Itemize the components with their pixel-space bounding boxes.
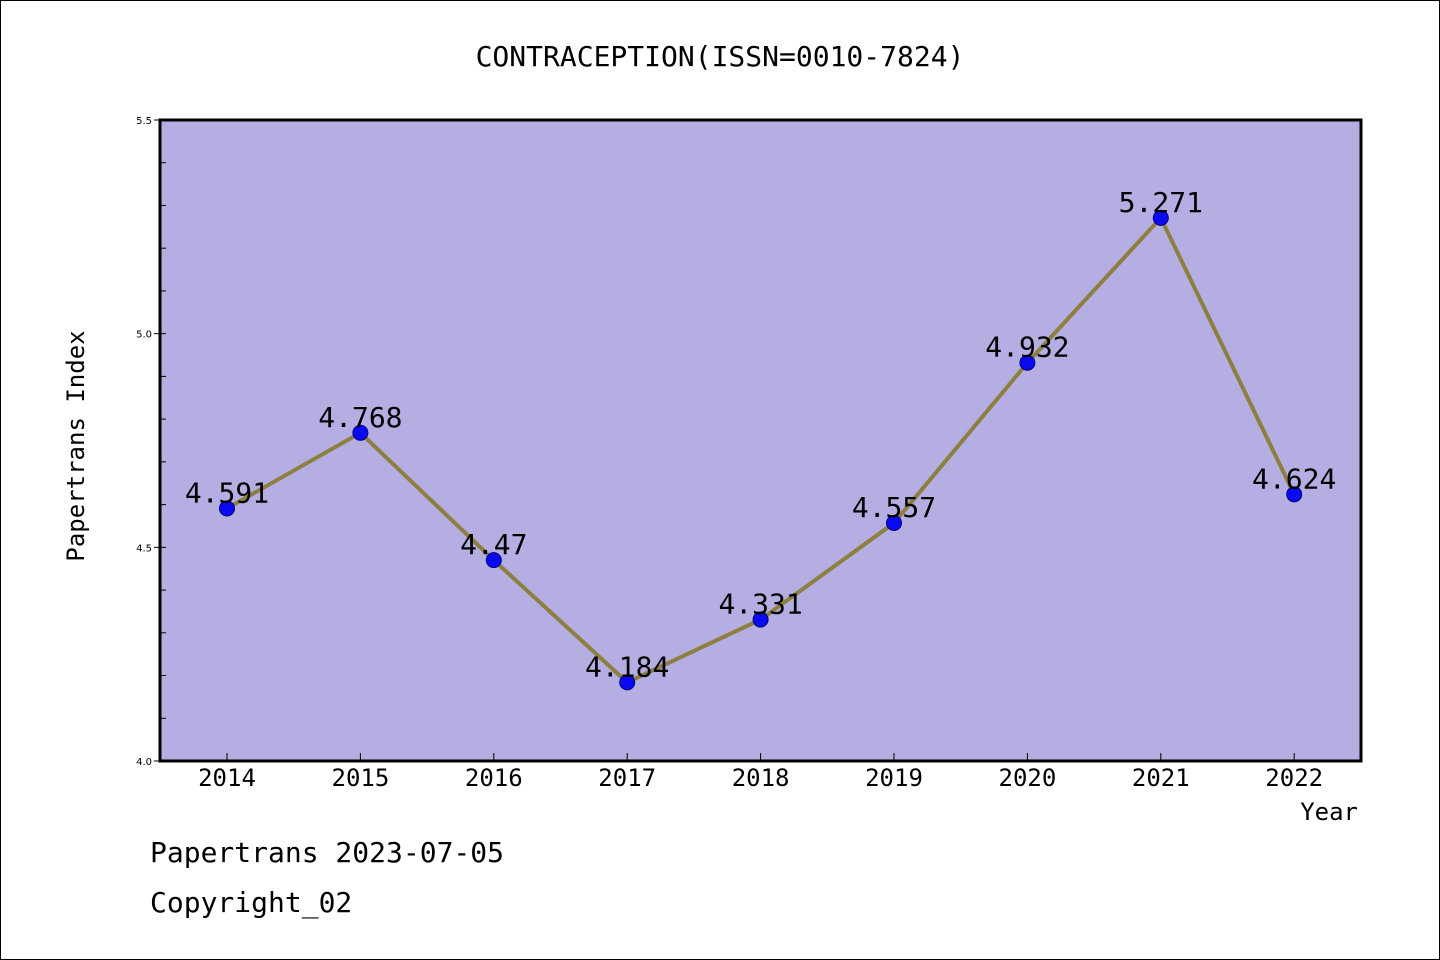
x-tick-label: 2021 xyxy=(1132,764,1190,792)
x-tick-label: 2015 xyxy=(332,764,390,792)
chart-title: CONTRACEPTION(ISSN=0010-7824) xyxy=(476,40,965,73)
x-tick-label: 2014 xyxy=(198,764,256,792)
data-point xyxy=(485,552,502,569)
y-axis-label: Papertrans Index xyxy=(62,330,90,561)
data-label: 4.624 xyxy=(1252,462,1336,495)
data-label: 4.47 xyxy=(460,528,527,561)
data-point xyxy=(1019,354,1036,371)
data-point xyxy=(752,611,769,628)
data-label: 4.557 xyxy=(852,491,936,524)
y-tick-label: 4.5 xyxy=(136,543,152,554)
x-axis-label: Year xyxy=(1300,798,1358,826)
data-point xyxy=(886,514,902,531)
data-label: 4.932 xyxy=(985,331,1069,364)
data-label: 4.184 xyxy=(585,650,669,683)
data-point xyxy=(1152,209,1169,226)
data-label: 4.591 xyxy=(185,476,269,509)
data-label: 5.271 xyxy=(1119,186,1203,219)
x-tick-label: 2019 xyxy=(865,764,923,792)
x-tick-label: 2018 xyxy=(732,764,790,792)
x-axis: 2014 2015 2016 2017 2018 2019 2020 2021 2022 xyxy=(198,753,1323,792)
data-label: 4.768 xyxy=(318,401,402,434)
x-tick-label: 2020 xyxy=(999,764,1057,792)
data-labels: 4.591 4.768 4.47 4.184 4.331 4.557 4.932 5.271 4… xyxy=(185,186,1336,684)
y-tick-label: 4.0 xyxy=(136,757,152,768)
data-point xyxy=(1286,486,1303,503)
data-point xyxy=(619,674,636,691)
data-label: 4.331 xyxy=(718,588,802,621)
x-tick-label: 2022 xyxy=(1265,764,1323,792)
data-point xyxy=(352,424,369,441)
y-tick-label: 5.0 xyxy=(136,330,152,341)
footer-copyright: Copyright_02 xyxy=(150,886,353,919)
footer-date: Papertrans 2023-07-05 xyxy=(150,836,505,869)
data-point xyxy=(219,500,235,517)
y-axis: 4.0 4.5 5.0 5.5 xyxy=(136,116,166,768)
y-tick-label: 5.5 xyxy=(136,116,152,127)
x-tick-label: 2017 xyxy=(598,764,656,792)
x-tick-label: 2016 xyxy=(465,764,523,792)
series-layer xyxy=(219,209,1303,691)
